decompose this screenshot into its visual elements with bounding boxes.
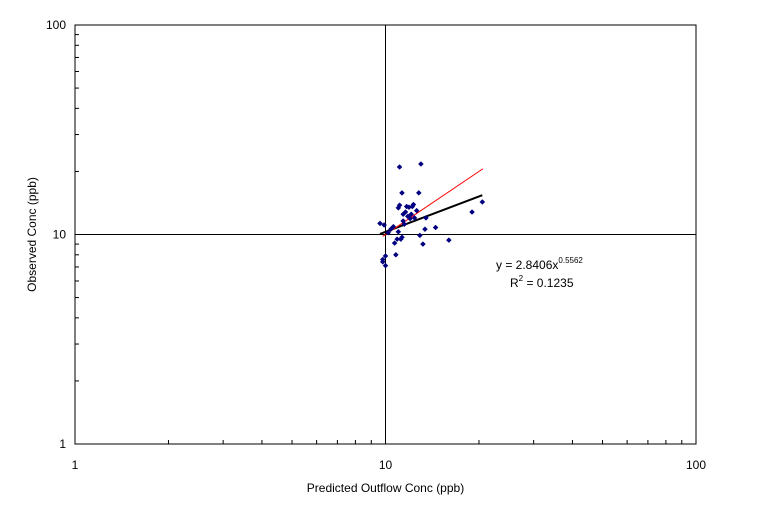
data-point [382,262,389,269]
x-tick-label: 1 [72,458,79,472]
x-tick-label: 100 [686,458,706,472]
tick-labels: 1 10 100 1 10 100 [46,18,706,472]
x-tick-label: 10 [379,458,393,472]
data-point [391,240,398,246]
trend-equation: y = 2.8406x0.5562 [496,256,583,272]
data-point [469,209,475,215]
trend-equation-exponent: 0.5562 [558,256,583,265]
y-tick-label: 100 [46,18,66,32]
data-point [413,207,420,214]
trend-lines [379,168,484,237]
data-point [390,223,397,230]
data-point [399,190,405,196]
data-point [422,226,428,233]
data-point [423,215,429,221]
data-point [408,211,415,218]
x-axis-title: Predicted Outflow Conc (ppb) [307,481,464,495]
data-point [381,222,387,228]
data-point [395,228,402,235]
data-points [377,161,486,269]
trend-equation-base: y = 2.8406x [496,258,558,272]
data-point [393,251,399,258]
data-point [396,202,403,209]
data-point [446,237,452,243]
y-tick-label: 10 [53,228,67,242]
data-point [432,224,439,231]
r-squared-value: = 0.1235 [523,276,574,290]
data-point [402,209,409,215]
data-point [379,259,386,265]
data-point [385,229,392,236]
data-point [399,234,405,241]
data-point [415,190,422,196]
data-point [411,215,418,221]
y-tick-label: 1 [59,437,66,451]
data-point [416,232,423,239]
data-point [418,161,424,167]
data-point [479,199,486,205]
data-point [382,253,389,259]
y-axis-title: Observed Conc (ppb) [25,177,39,292]
data-point [396,164,403,170]
power-trendline [379,194,483,235]
data-point [420,241,426,247]
r-squared-base: R [510,276,519,290]
r-squared: R2 = 0.1235 [510,274,574,290]
data-point [410,201,417,208]
r-squared-exponent: 2 [519,274,524,283]
red-reference-line [382,168,484,237]
data-point [377,220,383,227]
data-point [401,221,408,228]
